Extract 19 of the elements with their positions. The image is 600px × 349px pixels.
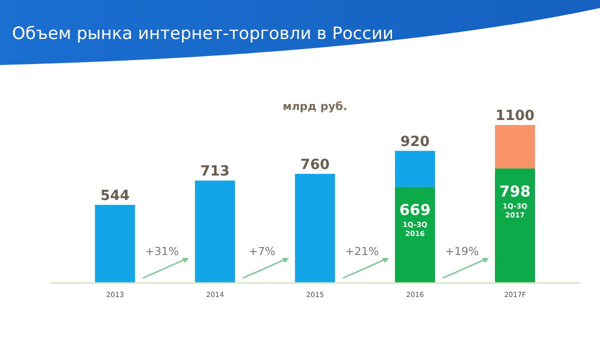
- data-label: 798: [499, 182, 531, 200]
- total-label: 920: [400, 134, 430, 150]
- bar: [95, 204, 135, 283]
- total-label: 760: [300, 156, 330, 173]
- total-label: 544: [100, 188, 130, 204]
- bar: [295, 174, 335, 283]
- y-axis-title: млрд руб.: [282, 100, 348, 113]
- chart-title: Объем рынка интернет-торговли в России: [12, 24, 394, 44]
- total-label: 713: [200, 164, 230, 180]
- annotation: +21%: [345, 245, 379, 258]
- annotation: +7%: [248, 245, 276, 258]
- annotation: +19%: [445, 245, 479, 258]
- data-label: 669: [399, 200, 431, 219]
- total-label: 1100: [496, 108, 535, 124]
- bar: [495, 168, 535, 283]
- bar: [395, 150, 435, 187]
- bar: [195, 180, 235, 283]
- annotation: +31%: [145, 245, 179, 258]
- bar: [495, 125, 535, 168]
